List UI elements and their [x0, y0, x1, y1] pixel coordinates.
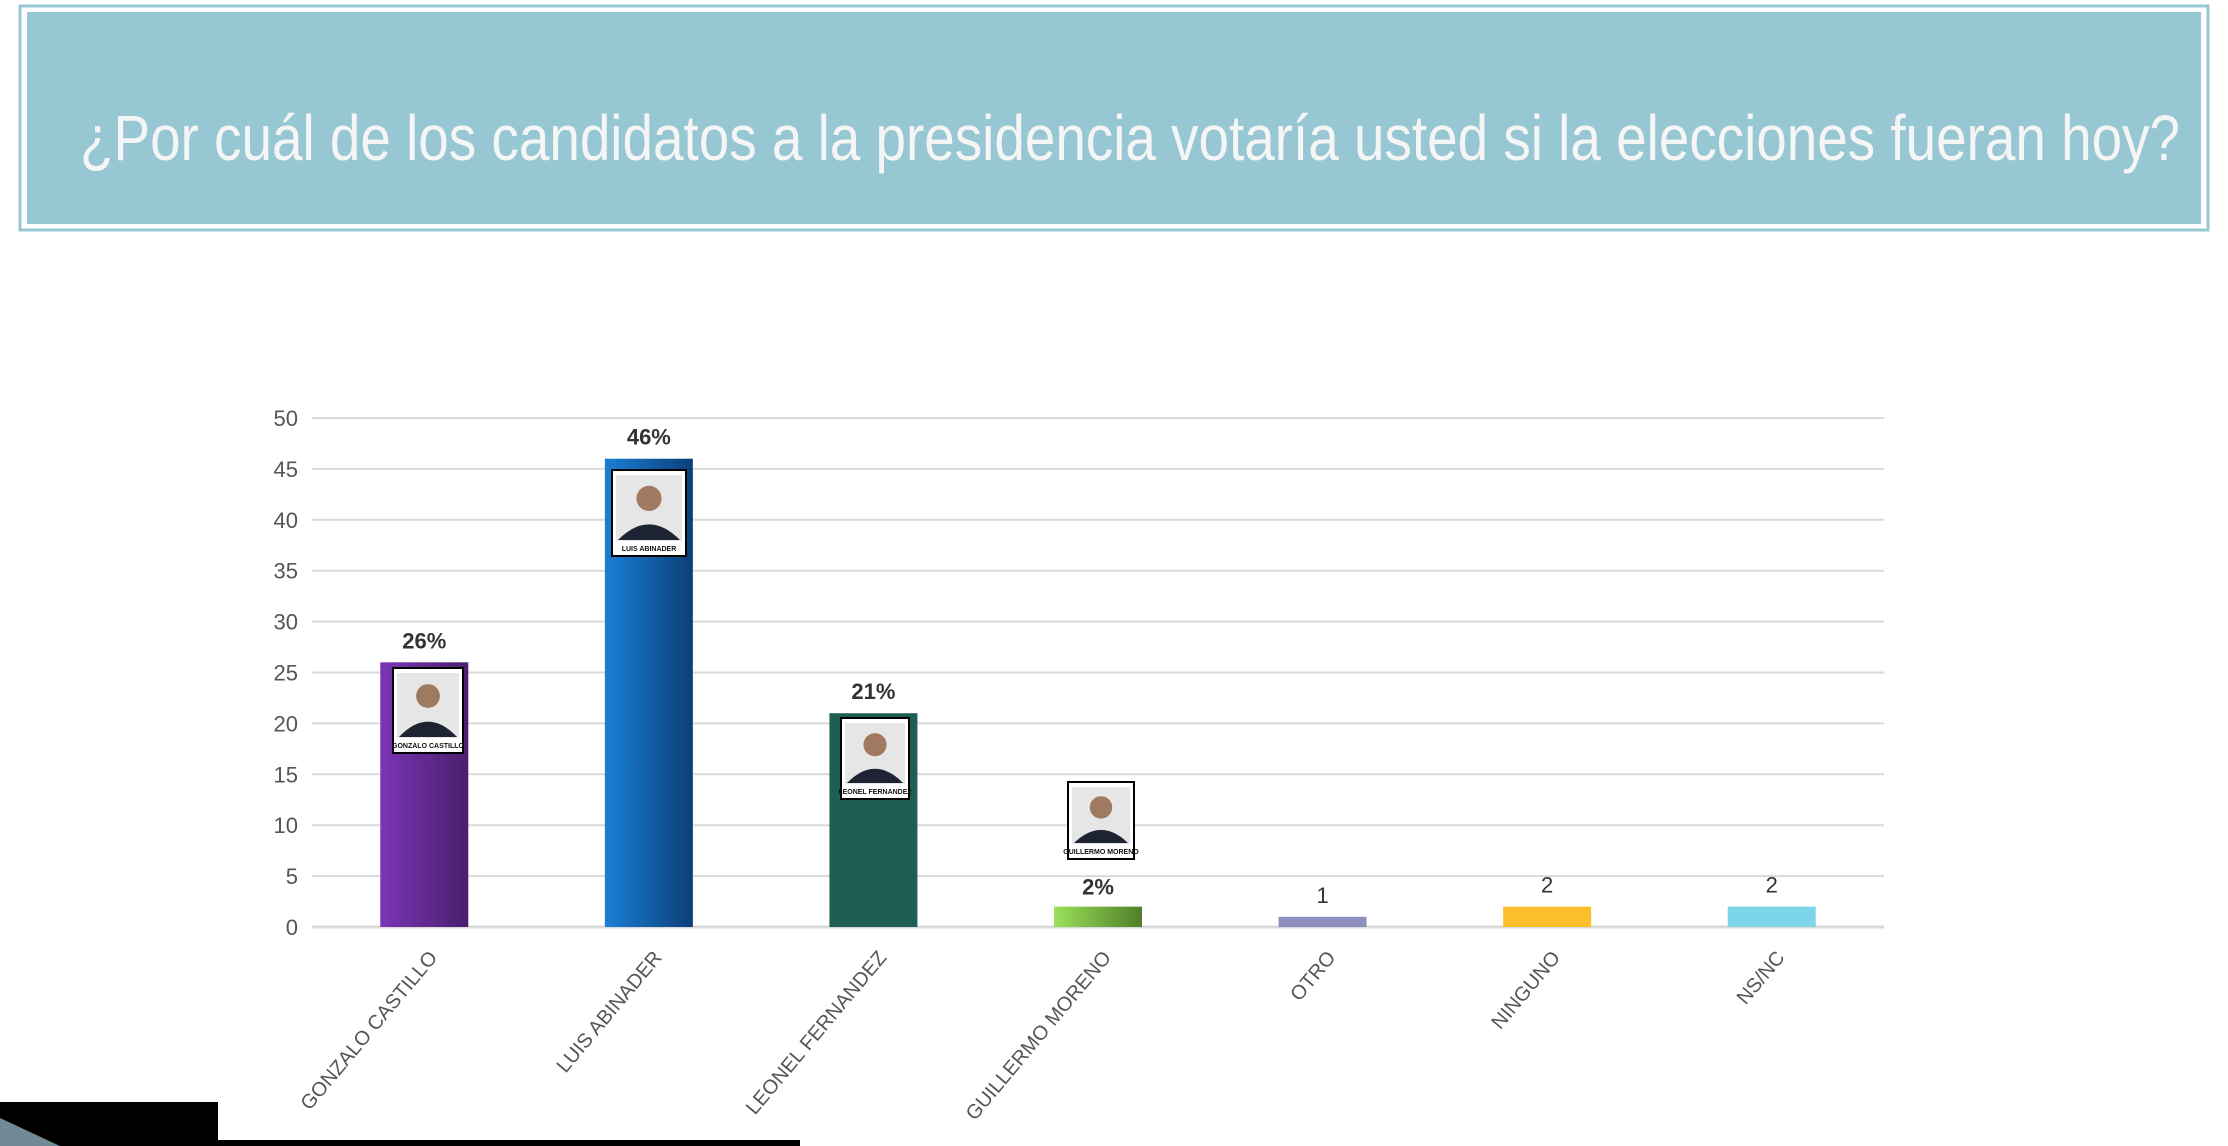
photo-caption: LEONEL FERNANDEZ: [838, 789, 912, 796]
suit-icon: [847, 768, 903, 783]
data-label: 2%: [1082, 875, 1114, 900]
data-label: 2: [1766, 873, 1778, 898]
bar-ns-nc: [1727, 906, 1816, 927]
y-tick-label: 40: [274, 508, 298, 533]
x-category-label: LEONEL FERNANDEZ: [742, 947, 891, 1119]
y-tick-label: 30: [274, 610, 298, 635]
x-category-label: NS/NC: [1733, 947, 1790, 1009]
candidate-photo: GUILLERMO MORENO: [1063, 781, 1139, 860]
y-tick-label: 25: [274, 661, 298, 686]
title-banner: ¿Por cuál de los candidatos a la preside…: [18, 4, 2210, 232]
candidate-photo: LEONEL FERNANDEZ: [838, 717, 912, 800]
x-category-label: LUIS ABINADER: [553, 947, 667, 1077]
y-tick-label: 0: [286, 915, 298, 940]
suit-icon: [399, 721, 457, 737]
face-icon: [636, 485, 662, 511]
x-category-label: OTRO: [1286, 947, 1340, 1005]
candidate-photo: GONZALO CASTILLO: [392, 667, 465, 754]
x-category-label: NINGUNO: [1487, 947, 1565, 1033]
suit-icon: [618, 524, 680, 540]
candidate-photo: LUIS ABINADER: [611, 469, 687, 557]
y-tick-label: 15: [274, 762, 298, 787]
y-tick-label: 5: [286, 864, 298, 889]
y-tick-label: 20: [274, 711, 298, 736]
data-label: 46%: [627, 425, 671, 450]
data-label: 26%: [402, 628, 446, 653]
photo-caption: LUIS ABINADER: [622, 546, 677, 553]
bar-otro: [1278, 916, 1367, 927]
bar-chart: 0 5 10 15 20 25 30 35 40 45 50 26% GONZALO CASTILLO 4…: [274, 406, 1884, 1125]
photo-caption: GUILLERMO MORENO: [1063, 849, 1139, 856]
y-tick-label: 50: [274, 406, 298, 431]
y-tick-label: 35: [274, 559, 298, 584]
data-label: 21%: [851, 679, 895, 704]
face-icon: [863, 733, 887, 757]
y-tick-label: 45: [274, 457, 298, 482]
y-tick-label: 10: [274, 813, 298, 838]
data-label: 2: [1541, 873, 1553, 898]
x-category-label: GUILLERMO MORENO: [962, 947, 1116, 1125]
bar-ninguno: [1503, 906, 1592, 927]
face-icon: [1089, 796, 1113, 819]
page-title: ¿Por cuál de los candidatos a la preside…: [80, 102, 2180, 174]
face-icon: [416, 684, 440, 708]
bar-guillermo-moreno: [1054, 906, 1142, 927]
corner-decoration: [0, 1102, 800, 1146]
photo-caption: GONZALO CASTILLO: [392, 743, 464, 750]
footer-line: [218, 1140, 800, 1146]
data-label: 1: [1316, 883, 1328, 908]
suit-icon: [1074, 829, 1128, 843]
corner-stripe: [0, 1118, 60, 1146]
banner-background: [27, 12, 2201, 224]
x-category-label: GONZALO CASTILLO: [297, 947, 442, 1114]
